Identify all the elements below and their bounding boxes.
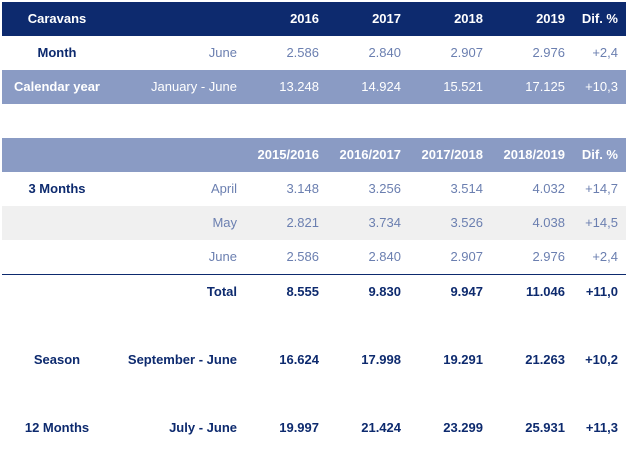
- header-cell: [112, 138, 237, 172]
- table-row-calendar-year: Calendar year January - June 13.248 14.9…: [2, 70, 626, 104]
- row-label: [2, 240, 112, 274]
- row-period: July - June: [169, 420, 237, 435]
- cell-dif: +11,3: [585, 420, 618, 435]
- divider: [2, 274, 626, 275]
- cell-value: 2.821: [286, 215, 319, 230]
- header-2016: 2016: [290, 11, 319, 26]
- row-label: Month: [37, 45, 77, 60]
- cell-value: 4.032: [532, 181, 565, 196]
- cell-value: 2.840: [368, 249, 401, 264]
- cell-value: 15.521: [443, 79, 483, 94]
- cell-value: 17.998: [361, 352, 401, 367]
- header-2018: 2018: [454, 11, 483, 26]
- table-row-june: June 2.586 2.840 2.907 2.976 +2,4: [2, 240, 626, 274]
- cell-value: 3.514: [450, 181, 483, 196]
- row-label: Season: [33, 352, 81, 367]
- row-label: Calendar year: [14, 79, 100, 94]
- cell-value: 9.947: [450, 284, 483, 299]
- row-label: 12 Months: [24, 420, 90, 435]
- cell-value: 11.046: [525, 284, 565, 299]
- cell-value: 2.840: [368, 45, 401, 60]
- row-period: June: [208, 45, 237, 60]
- cell-value: 25.931: [525, 420, 565, 435]
- cell-value: 14.924: [361, 79, 401, 94]
- header-2015-2016: 2015/2016: [257, 147, 319, 162]
- cell-value: 21.263: [525, 352, 565, 367]
- cell-value: 2.976: [532, 249, 565, 264]
- header-dif: Dif. %: [581, 11, 618, 26]
- cell-dif: +2,4: [592, 45, 618, 60]
- cell-value: 2.907: [450, 249, 483, 264]
- table1-header-row: Caravans 2016 2017 2018 2019 Dif. %: [2, 2, 626, 36]
- row-period: Total: [206, 284, 237, 299]
- cell-value: 17.125: [525, 79, 565, 94]
- header-2018-2019: 2018/2019: [503, 147, 565, 162]
- cell-value: 8.555: [286, 284, 319, 299]
- cell-value: 2.976: [532, 45, 565, 60]
- cell-dif: +2,4: [592, 249, 618, 264]
- table-row-april: 3 Months April 3.148 3.256 3.514 4.032 +…: [2, 172, 626, 206]
- cell-dif: +14,5: [585, 215, 618, 230]
- cell-value: 4.038: [532, 215, 565, 230]
- table-title: Caravans: [27, 11, 87, 26]
- cell-dif: +10,2: [585, 352, 618, 367]
- header-2017-2018: 2017/2018: [421, 147, 483, 162]
- cell-value: 21.424: [361, 420, 401, 435]
- row-period: May: [212, 215, 237, 230]
- row-label: [2, 275, 112, 309]
- cell-value: 2.586: [286, 249, 319, 264]
- cell-value: 13.248: [279, 79, 319, 94]
- row-period: June: [208, 249, 237, 264]
- table2-header-row: 2015/2016 2016/2017 2017/2018 2018/2019 …: [2, 138, 626, 172]
- cell-value: 19.997: [279, 420, 319, 435]
- header-cell: [2, 138, 112, 172]
- cell-value: 23.299: [443, 420, 483, 435]
- header-cell: [112, 2, 237, 36]
- row-label: 3 Months: [28, 181, 86, 196]
- table-row-may: May 2.821 3.734 3.526 4.038 +14,5: [2, 206, 626, 240]
- cell-value: 2.586: [286, 45, 319, 60]
- row-period: April: [210, 181, 237, 196]
- cell-value: 9.830: [368, 284, 401, 299]
- cell-value: 19.291: [443, 352, 483, 367]
- cell-value: 16.624: [279, 352, 319, 367]
- cell-dif: +11,0: [585, 284, 618, 299]
- cell-dif: +14,7: [585, 181, 618, 196]
- row-period: September - June: [127, 352, 237, 367]
- table-row-12-months: 12 Months July - June 19.997 21.424 23.2…: [2, 411, 626, 445]
- cell-value: 3.148: [286, 181, 319, 196]
- header-dif: Dif. %: [581, 147, 618, 162]
- table-row-season: Season September - June 16.624 17.998 19…: [2, 343, 626, 377]
- cell-value: 3.734: [368, 215, 401, 230]
- table-row-month: Month June 2.586 2.840 2.907 2.976 +2,4: [2, 36, 626, 70]
- cell-value: 2.907: [450, 45, 483, 60]
- cell-dif: +10,3: [585, 79, 618, 94]
- header-2016-2017: 2016/2017: [339, 147, 401, 162]
- row-period: January - June: [151, 79, 237, 94]
- cell-value: 3.256: [368, 181, 401, 196]
- header-2017: 2017: [372, 11, 401, 26]
- table-row-total: Total 8.555 9.830 9.947 11.046 +11,0: [2, 275, 626, 309]
- cell-value: 3.526: [450, 215, 483, 230]
- header-2019: 2019: [536, 11, 565, 26]
- row-label: [2, 206, 112, 240]
